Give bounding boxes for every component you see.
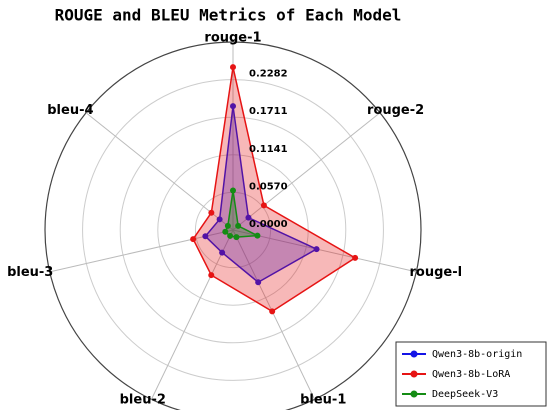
tick-label: 0.0570 bbox=[249, 181, 288, 192]
data-point bbox=[208, 209, 215, 216]
axis-label: bleu-4 bbox=[47, 103, 93, 118]
tick-label: 0.0000 bbox=[249, 219, 288, 230]
data-point bbox=[230, 103, 236, 110]
axis-label: rouge-1 bbox=[204, 31, 261, 46]
data-point bbox=[190, 236, 197, 243]
data-point bbox=[208, 272, 215, 279]
legend-marker bbox=[410, 370, 418, 378]
tick-label: 0.1711 bbox=[249, 106, 288, 117]
spoke bbox=[232, 229, 417, 273]
legend-label: Qwen3-8b-LoRA bbox=[432, 369, 510, 380]
data-point bbox=[230, 64, 236, 71]
data-point bbox=[224, 222, 231, 229]
data-point bbox=[227, 232, 234, 239]
data-point bbox=[245, 214, 252, 221]
axis-label: bleu-2 bbox=[120, 393, 166, 408]
data-point bbox=[230, 187, 236, 194]
spoke bbox=[85, 112, 234, 231]
legend-label: DeepSeek-V3 bbox=[432, 389, 498, 400]
legend-label: Qwen3-8b-origin bbox=[432, 349, 522, 360]
legend-marker bbox=[410, 350, 418, 358]
series-area bbox=[192, 67, 357, 313]
data-point bbox=[216, 216, 223, 223]
data-point bbox=[233, 234, 240, 241]
data-point bbox=[235, 222, 242, 229]
tick-label: 0.2282 bbox=[249, 69, 288, 80]
data-point bbox=[222, 228, 229, 235]
data-point bbox=[202, 233, 209, 240]
axis-label: rouge-l bbox=[409, 265, 462, 280]
axis-label: bleu-3 bbox=[7, 265, 53, 280]
data-point bbox=[254, 232, 261, 239]
chart-title: ROUGE and BLEU Metrics of Each Model bbox=[55, 6, 402, 25]
axis-label: bleu-1 bbox=[300, 393, 346, 408]
spoke bbox=[232, 112, 381, 231]
data-point bbox=[313, 246, 320, 253]
legend-marker bbox=[410, 390, 418, 398]
spoke bbox=[150, 229, 234, 400]
spoke bbox=[232, 229, 316, 400]
data-point bbox=[269, 308, 276, 315]
axis-label: rouge-2 bbox=[367, 103, 424, 118]
data-point bbox=[219, 249, 226, 256]
tick-label: 0.1141 bbox=[249, 144, 288, 155]
data-point bbox=[352, 254, 359, 261]
series-area bbox=[204, 105, 319, 284]
data-point bbox=[260, 202, 267, 209]
data-point bbox=[255, 279, 262, 286]
